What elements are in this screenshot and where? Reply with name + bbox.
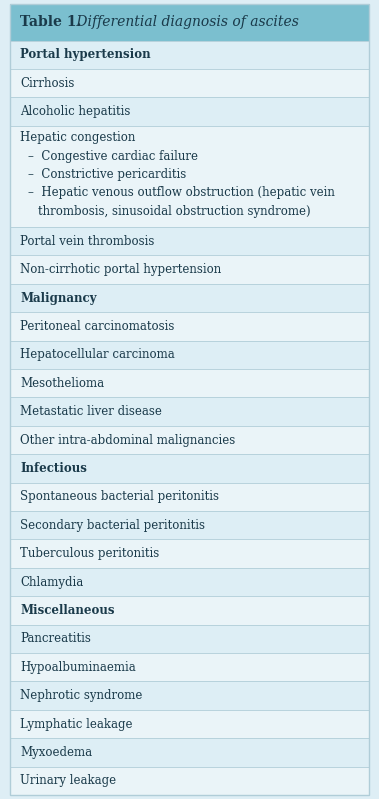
- Text: Urinary leakage: Urinary leakage: [20, 774, 116, 787]
- Text: Spontaneous bacterial peritonitis: Spontaneous bacterial peritonitis: [20, 491, 219, 503]
- Text: Hepatocellular carcinoma: Hepatocellular carcinoma: [20, 348, 175, 361]
- Bar: [10, 340, 369, 369]
- Text: Non-cirrhotic portal hypertension: Non-cirrhotic portal hypertension: [20, 263, 221, 276]
- Bar: [10, 41, 369, 69]
- Bar: [10, 710, 369, 738]
- Text: Portal vein thrombosis: Portal vein thrombosis: [20, 235, 154, 248]
- Text: Alcoholic hepatitis: Alcoholic hepatitis: [20, 105, 130, 118]
- Bar: [10, 312, 369, 340]
- Text: Secondary bacterial peritonitis: Secondary bacterial peritonitis: [20, 519, 205, 532]
- Bar: [10, 4, 369, 41]
- Bar: [10, 539, 369, 568]
- Bar: [10, 653, 369, 682]
- Text: Differential diagnosis of ascites: Differential diagnosis of ascites: [72, 15, 299, 30]
- Bar: [10, 455, 369, 483]
- Text: Metastatic liver disease: Metastatic liver disease: [20, 405, 162, 418]
- Bar: [10, 256, 369, 284]
- Text: Peritoneal carcinomatosis: Peritoneal carcinomatosis: [20, 320, 174, 333]
- Bar: [10, 426, 369, 455]
- Text: Cirrhosis: Cirrhosis: [20, 77, 74, 89]
- Bar: [10, 69, 369, 97]
- Text: Malignancy: Malignancy: [20, 292, 97, 304]
- Text: –  Constrictive pericarditis: – Constrictive pericarditis: [28, 168, 186, 181]
- Text: Tuberculous peritonitis: Tuberculous peritonitis: [20, 547, 159, 560]
- Text: –  Congestive cardiac failure: – Congestive cardiac failure: [28, 149, 198, 163]
- Bar: [10, 682, 369, 710]
- Text: Nephrotic syndrome: Nephrotic syndrome: [20, 689, 143, 702]
- Text: Infectious: Infectious: [20, 462, 87, 475]
- Bar: [10, 227, 369, 256]
- Bar: [10, 397, 369, 426]
- Text: Hypoalbuminaemia: Hypoalbuminaemia: [20, 661, 136, 674]
- Bar: [10, 97, 369, 125]
- Text: Other intra-abdominal malignancies: Other intra-abdominal malignancies: [20, 434, 235, 447]
- Bar: [10, 766, 369, 795]
- Text: –  Hepatic venous outflow obstruction (hepatic vein: – Hepatic venous outflow obstruction (he…: [28, 186, 335, 200]
- Text: Portal hypertension: Portal hypertension: [20, 48, 150, 62]
- Text: Myxoedema: Myxoedema: [20, 746, 92, 759]
- Text: Table 1.: Table 1.: [20, 15, 81, 30]
- Text: Lymphatic leakage: Lymphatic leakage: [20, 718, 133, 730]
- Text: Mesothelioma: Mesothelioma: [20, 377, 104, 390]
- Bar: [10, 596, 369, 625]
- Bar: [10, 625, 369, 653]
- Bar: [10, 738, 369, 766]
- Bar: [10, 568, 369, 596]
- Bar: [10, 125, 369, 227]
- Text: Hepatic congestion: Hepatic congestion: [20, 131, 135, 144]
- Bar: [10, 369, 369, 397]
- Text: Chlamydia: Chlamydia: [20, 575, 83, 589]
- Bar: [10, 284, 369, 312]
- Text: Pancreatitis: Pancreatitis: [20, 632, 91, 646]
- Bar: [10, 483, 369, 511]
- Text: thrombosis, sinusoidal obstruction syndrome): thrombosis, sinusoidal obstruction syndr…: [38, 205, 311, 218]
- Bar: [10, 511, 369, 539]
- Text: Miscellaneous: Miscellaneous: [20, 604, 114, 617]
